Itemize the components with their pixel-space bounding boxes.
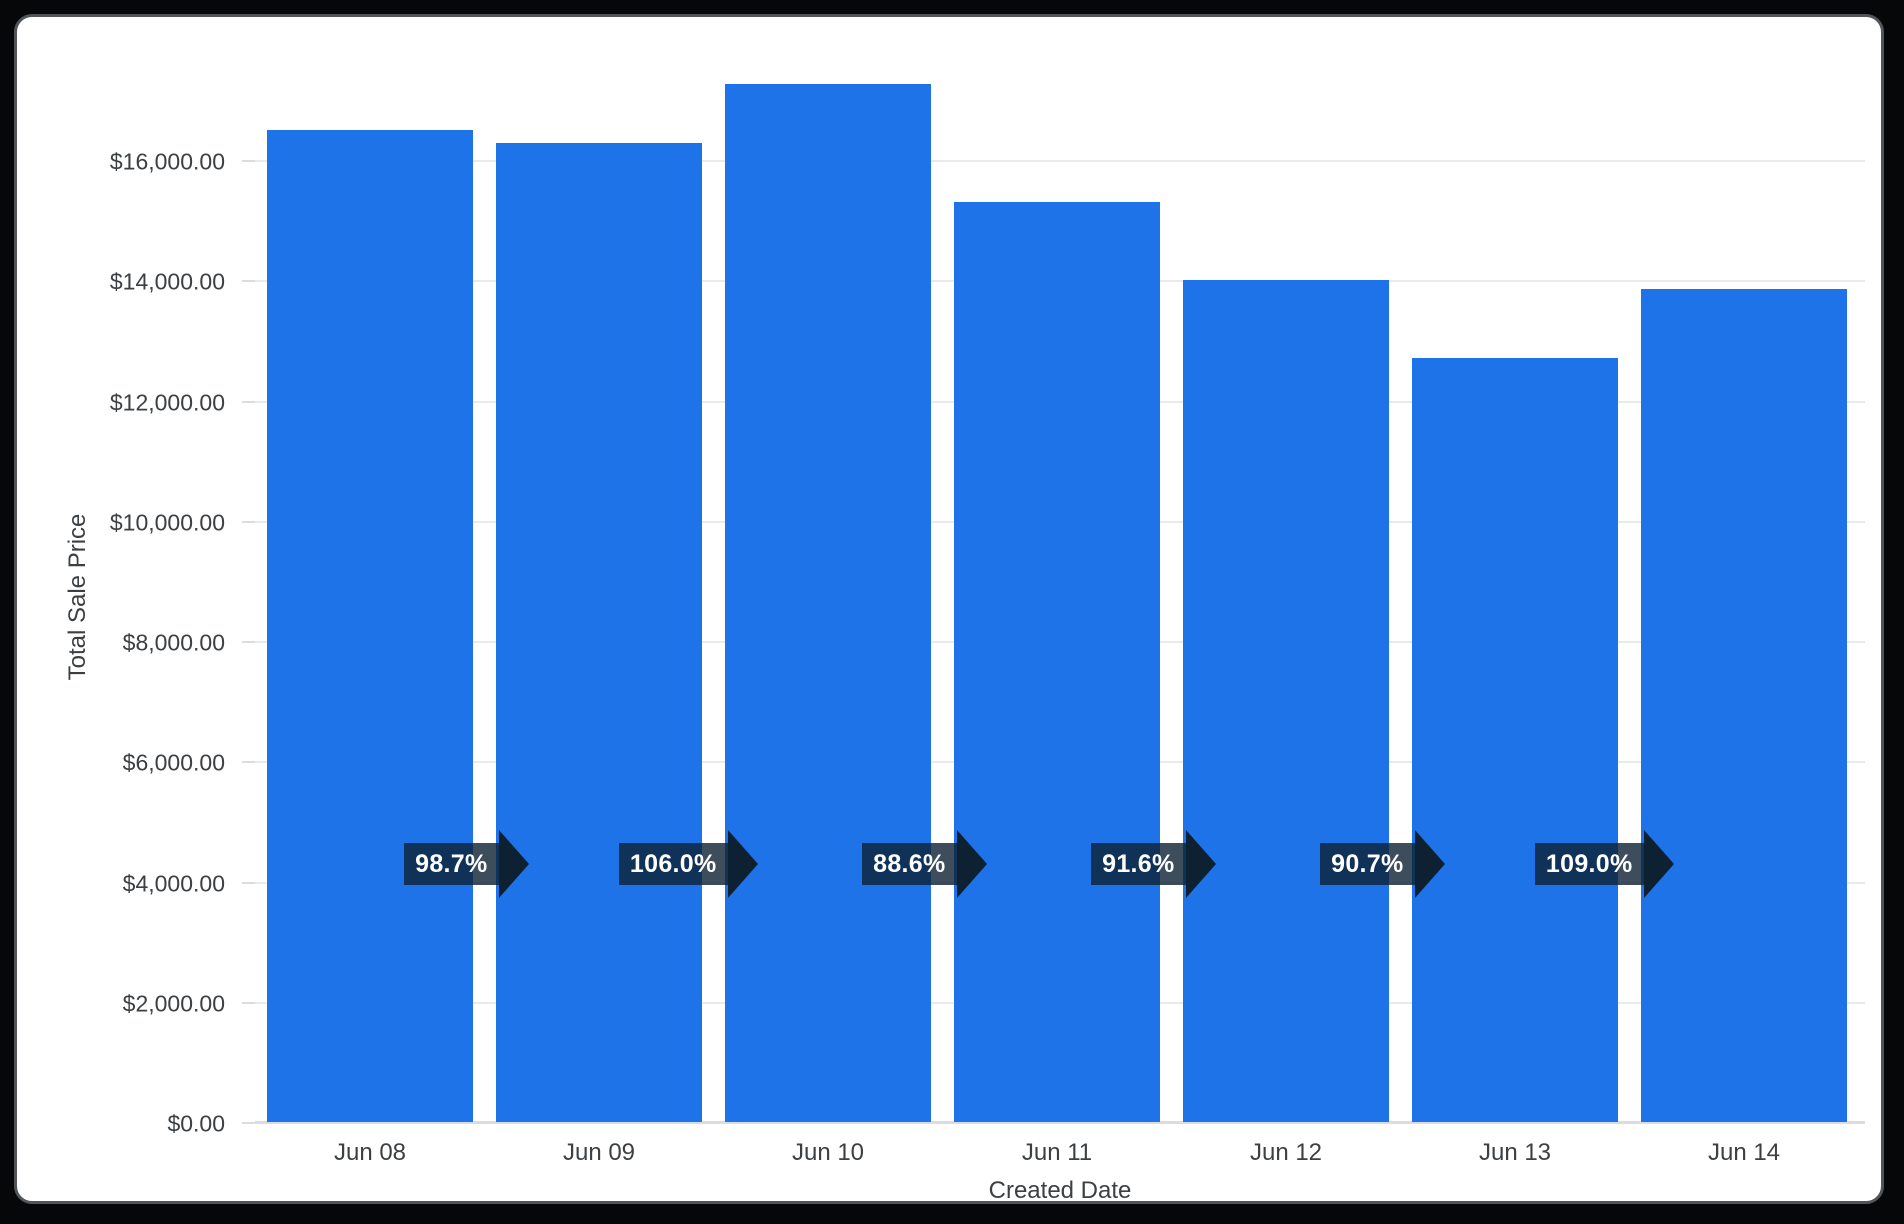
arrow-right-icon [1643,830,1674,898]
y-axis-label: $2,000.00 [122,990,225,1017]
y-axis-tick [242,160,255,162]
growth-badge-value: 98.7% [404,843,499,885]
x-axis-label: Jun 14 [1707,1139,1781,1166]
bar-jun-14[interactable] [1641,289,1847,1122]
growth-badge: 98.7% [404,830,529,898]
y-axis-label: $0.00 [167,1110,225,1137]
gridline [255,160,1865,162]
y-axis-tick [242,641,255,643]
x-axis-label: Jun 11 [1021,1139,1093,1166]
x-axis-label: Jun 09 [562,1139,636,1166]
y-axis-label: $4,000.00 [122,870,225,896]
growth-badge-value: 91.6% [1091,843,1186,885]
y-axis-tick [242,1001,255,1004]
bar-jun-13[interactable] [1412,358,1618,1122]
bar-jun-08[interactable] [267,130,473,1122]
bar-jun-10[interactable] [725,84,931,1122]
growth-badge-value: 90.7% [1320,843,1415,885]
growth-badge-value: 109.0% [1534,843,1644,885]
arrow-right-icon [1414,830,1445,898]
growth-badge: 109.0% [1534,830,1674,898]
y-axis-label: $8,000.00 [122,629,225,656]
bar-jun-09[interactable] [496,143,702,1122]
y-axis-tick [242,881,255,884]
y-axis-label: $6,000.00 [122,749,225,776]
y-axis-tick [242,280,255,283]
bar-jun-12[interactable] [1183,280,1389,1122]
growth-badge: 106.0% [618,830,758,898]
growth-badge: 88.6% [862,830,987,898]
y-axis-label: $16,000.00 [109,148,225,175]
arrow-right-icon [498,830,529,898]
growth-badge: 90.7% [1320,830,1445,898]
y-axis-tick [242,520,255,523]
chart-card: Total Sale Price Created Date $0.00 $2,00… [14,14,1884,1204]
arrow-right-icon [727,830,758,898]
arrow-right-icon [956,830,987,898]
y-axis-tick [242,1122,255,1124]
x-axis-label: Jun 13 [1478,1139,1552,1166]
y-axis-label: $12,000.00 [109,389,225,415]
x-axis-title: Created Date [988,1177,1132,1204]
plot-area: $0.00 $2,000.00 $4,000.00 $6,000.00 $8,000.0… [110,67,1865,1166]
growth-badge: 91.6% [1091,830,1216,898]
y-axis-tick [242,761,255,764]
y-axis-label: $14,000.00 [109,268,225,295]
growth-badge-value: 88.6% [862,843,957,885]
y-axis-label: $10,000.00 [109,509,225,536]
x-axis-label: Jun 10 [791,1139,865,1166]
growth-badge-value: 106.0% [618,843,728,885]
arrow-right-icon [1185,830,1216,898]
y-axis-title: Total Sale Price [64,513,91,681]
y-axis-tick [242,400,255,403]
bar-jun-11[interactable] [954,202,1160,1122]
x-axis-baseline [255,1121,1865,1124]
x-axis-label: Jun 08 [333,1139,407,1166]
x-axis-label: Jun 12 [1249,1139,1323,1166]
